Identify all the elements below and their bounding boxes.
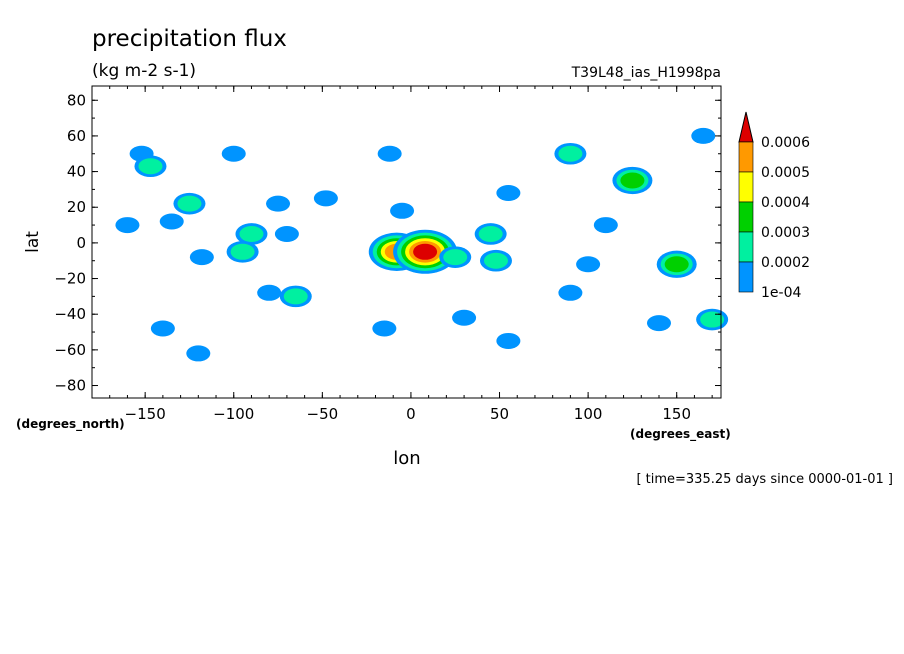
legend-swatch-3 bbox=[738, 171, 754, 203]
contour-feature-11-level-2 bbox=[283, 288, 308, 305]
colorbar-legend: 1e-04 0.0002 0.0003 0.0004 0.0005 0.0006 bbox=[738, 111, 810, 301]
plot-frame bbox=[91, 85, 722, 399]
x-axis-unit: (degrees_east) bbox=[630, 427, 731, 442]
y-tick-label: −20 bbox=[54, 270, 86, 288]
contour-feature-7-level-2 bbox=[239, 225, 264, 242]
legend-swatch-1 bbox=[738, 231, 754, 263]
contour-feature-20-level-2 bbox=[443, 249, 468, 266]
contour-feature-12-level-1 bbox=[257, 284, 282, 301]
y-tick-label: 20 bbox=[67, 198, 86, 216]
x-tick-label: −150 bbox=[125, 405, 166, 423]
contour-feature-5-level-1 bbox=[115, 217, 140, 234]
contour-feature-29-level-1 bbox=[576, 256, 601, 273]
dataset-label: T39L48_ias_H1998pa bbox=[571, 65, 721, 81]
y-tick-label: 40 bbox=[67, 163, 86, 181]
contour-feature-1-level-2 bbox=[138, 158, 163, 175]
y-tick-label: 60 bbox=[67, 127, 86, 145]
contour-feature-35-level-1 bbox=[372, 320, 397, 337]
contour-feature-25-level-3 bbox=[620, 172, 645, 189]
legend-label: 0.0004 bbox=[761, 195, 810, 211]
contour-fills bbox=[115, 127, 729, 362]
y-axis-unit: (degrees_north) bbox=[16, 417, 125, 432]
y-tick-label: −40 bbox=[54, 305, 86, 323]
contour-feature-28-level-3 bbox=[664, 256, 689, 273]
contour-feature-19-level-6 bbox=[413, 243, 438, 260]
x-axis-label: lon bbox=[393, 448, 420, 469]
legend-label: 0.0002 bbox=[761, 255, 810, 271]
legend-swatch-0 bbox=[738, 261, 754, 293]
y-tick-label: 0 bbox=[76, 234, 86, 252]
time-label: [ time=335.25 days since 0000-01-01 ] bbox=[636, 472, 893, 487]
y-tick-label: −80 bbox=[54, 377, 86, 395]
contour-feature-17-level-1 bbox=[390, 202, 415, 219]
x-axis-ticks: −150 −100 −50 0 50 100 150 bbox=[109, 86, 713, 423]
contour-feature-23-level-1 bbox=[496, 184, 521, 201]
legend-swatch-2 bbox=[738, 201, 754, 233]
contour-feature-31-level-1 bbox=[452, 309, 477, 326]
x-tick-label: 0 bbox=[406, 405, 416, 423]
contour-feature-30-level-1 bbox=[558, 284, 583, 301]
contour-feature-26-level-1 bbox=[691, 127, 716, 144]
x-tick-label: −50 bbox=[307, 405, 339, 423]
legend-label: 0.0003 bbox=[761, 225, 810, 241]
legend-triangle bbox=[738, 111, 754, 143]
contour-feature-34-level-2 bbox=[700, 311, 725, 328]
contour-feature-33-level-1 bbox=[646, 315, 671, 332]
contour-feature-21-level-2 bbox=[478, 225, 503, 242]
contour-feature-6-level-1 bbox=[159, 213, 184, 230]
y-tick-label: −60 bbox=[54, 341, 86, 359]
x-tick-label: 100 bbox=[574, 405, 603, 423]
x-tick-label: −100 bbox=[213, 405, 254, 423]
contour-feature-13-level-1 bbox=[150, 320, 175, 337]
chart-title: precipitation flux bbox=[92, 26, 287, 52]
x-tick-label: 50 bbox=[490, 405, 509, 423]
contour-feature-22-level-2 bbox=[483, 252, 508, 269]
contour-feature-27-level-1 bbox=[593, 217, 618, 234]
contour-feature-3-level-1 bbox=[221, 145, 246, 162]
contour-feature-16-level-1 bbox=[313, 190, 338, 207]
x-tick-label: 150 bbox=[662, 405, 691, 423]
contour-feature-9-level-1 bbox=[189, 249, 214, 266]
y-axis-label: lat bbox=[23, 231, 43, 253]
legend-label: 0.0006 bbox=[761, 135, 810, 151]
legend-label: 1e-04 bbox=[761, 285, 801, 301]
contour-feature-2-level-2 bbox=[177, 195, 202, 212]
contour-feature-24-level-2 bbox=[558, 145, 583, 162]
contour-feature-4-level-1 bbox=[266, 195, 291, 212]
y-axis-ticks: 80 60 40 20 0 −20 −40 −60 −80 bbox=[54, 91, 721, 395]
legend-swatch-4 bbox=[738, 141, 754, 173]
contour-feature-8-level-1 bbox=[274, 225, 299, 242]
contour-feature-15-level-1 bbox=[377, 145, 402, 162]
contour-feature-10-level-2 bbox=[230, 243, 255, 260]
legend-label: 0.0005 bbox=[761, 165, 810, 181]
y-tick-label: 80 bbox=[67, 91, 86, 109]
contour-feature-14-level-1 bbox=[186, 345, 211, 362]
chart-subtitle: (kg m-2 s-1) bbox=[92, 61, 196, 81]
contour-feature-32-level-1 bbox=[496, 332, 521, 349]
